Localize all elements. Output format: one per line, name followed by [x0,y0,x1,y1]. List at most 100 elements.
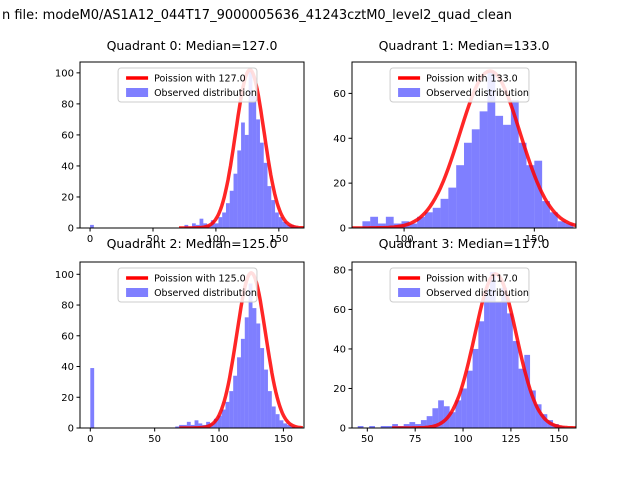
hist-bar [225,401,230,428]
hist-bar [489,271,496,428]
hist-bar [378,223,386,228]
hist-bar [90,368,95,428]
hist-bar [432,408,439,428]
hist-bar [534,160,543,228]
x-tick-label: 50 [148,434,161,445]
legend-patch-sample [398,288,421,297]
legend-box [389,267,530,303]
y-tick-label: 80 [333,265,346,276]
y-tick-label: 20 [61,192,74,203]
quadrant-0-plot: 0 50 100 150 0 20 40 60 80 100 Poission with 127.0… [55,61,305,245]
hist-bar [267,186,272,228]
hist-bar [565,223,574,228]
hist-bar [267,391,272,428]
x-tick-label: 150 [549,434,568,445]
legend-box [117,67,258,103]
hist-bar [237,150,242,228]
legend-box [389,67,530,103]
hist-bar [213,418,218,428]
hist-bar [501,287,508,428]
hist-bar [222,212,226,228]
hist-bar [385,216,394,228]
y-tick-label: 60 [61,331,74,342]
hist-bar [456,165,464,228]
x-tick-label: 150 [525,234,544,245]
hist-bar [214,223,219,228]
axes-frame [79,61,305,229]
hist-bar [478,321,485,428]
y-tick-label: 20 [61,393,74,404]
hist-bar [530,390,536,428]
x-tick-label: 150 [269,234,288,245]
hist-bar [448,187,457,228]
hist-bar [194,420,199,428]
hist-bar [471,129,480,228]
hist-bar [286,224,291,228]
hist-bar [229,190,234,228]
x-tick-label: 75 [409,434,422,445]
hist-bar [198,423,203,428]
hist-bar [415,424,421,428]
legend-box [117,267,258,303]
hist-bar [244,134,249,228]
quadrant-3-plot: 50 75 100 125 150 0 20 40 60 80 Poission with 117.… [333,261,577,445]
hist-bar [263,162,268,228]
legend-patch-sample [398,88,421,97]
hist-bar [256,119,260,228]
hist-bar [518,142,527,228]
hist-bar [495,115,504,228]
legend-label-poisson: Poission with 133.0 [426,74,518,85]
hist-bar [432,207,441,228]
hist-bar [369,426,375,428]
hist-bar [248,283,253,428]
quadrant-2-title: Quadrant 2: Median=125.0 [106,236,278,251]
hist-bar [233,375,238,428]
y-tick-label: 0 [68,224,74,235]
hist-bar [484,289,490,428]
hist-bar [370,216,379,228]
hist-bar [535,404,542,428]
x-tick-label: 100 [206,234,225,245]
hist-bar [420,420,427,428]
y-tick-label: 100 [55,270,74,281]
figure-title: n file: modeM0/AS1A12_044T17_9000005636_… [2,8,513,23]
hist-bar [282,221,287,228]
y-tick-label: 40 [61,362,74,373]
x-tick-label: 100 [395,234,414,245]
y-tick-label: 80 [61,301,74,312]
hist-bar [244,317,249,428]
legend-label-poisson: Poission with 127.0 [154,74,246,85]
hist-bar [386,426,393,428]
axes-frame [79,261,305,429]
y-tick-label: 60 [61,130,74,141]
hist-bar [380,426,387,428]
legend-label-poisson: Poission with 125.0 [154,274,246,285]
hist-bar [495,301,502,428]
hist-bar [192,223,196,228]
axes-frame [351,61,577,229]
x-tick-label: 100 [209,434,228,445]
x-tick-label: 0 [87,234,93,245]
hist-bar [240,338,245,428]
hist-bar [287,424,292,428]
hist-bar [221,409,226,428]
quadrant-1-plot: 100 150 0 20 40 60 Poission with 133.0 Observed… [333,61,577,245]
legend-patch-sample [126,88,149,97]
poisson-curve [352,69,576,228]
quadrant-3-title: Quadrant 3: Median=117.0 [378,236,550,251]
y-tick-label: 40 [333,344,346,355]
y-tick-label: 0 [340,224,346,235]
hist-bar [472,348,479,428]
hist-bar [524,354,531,428]
hist-bar [438,400,444,428]
hist-bar [507,313,513,428]
hist-bar [271,200,276,228]
hist-bar [464,142,472,228]
y-tick-label: 80 [61,99,74,110]
x-tick-label: 100 [453,434,472,445]
hist-bar [233,173,238,228]
quadrant-0-title: Quadrant 0: Median=127.0 [106,38,278,53]
hist-bar [409,223,418,228]
